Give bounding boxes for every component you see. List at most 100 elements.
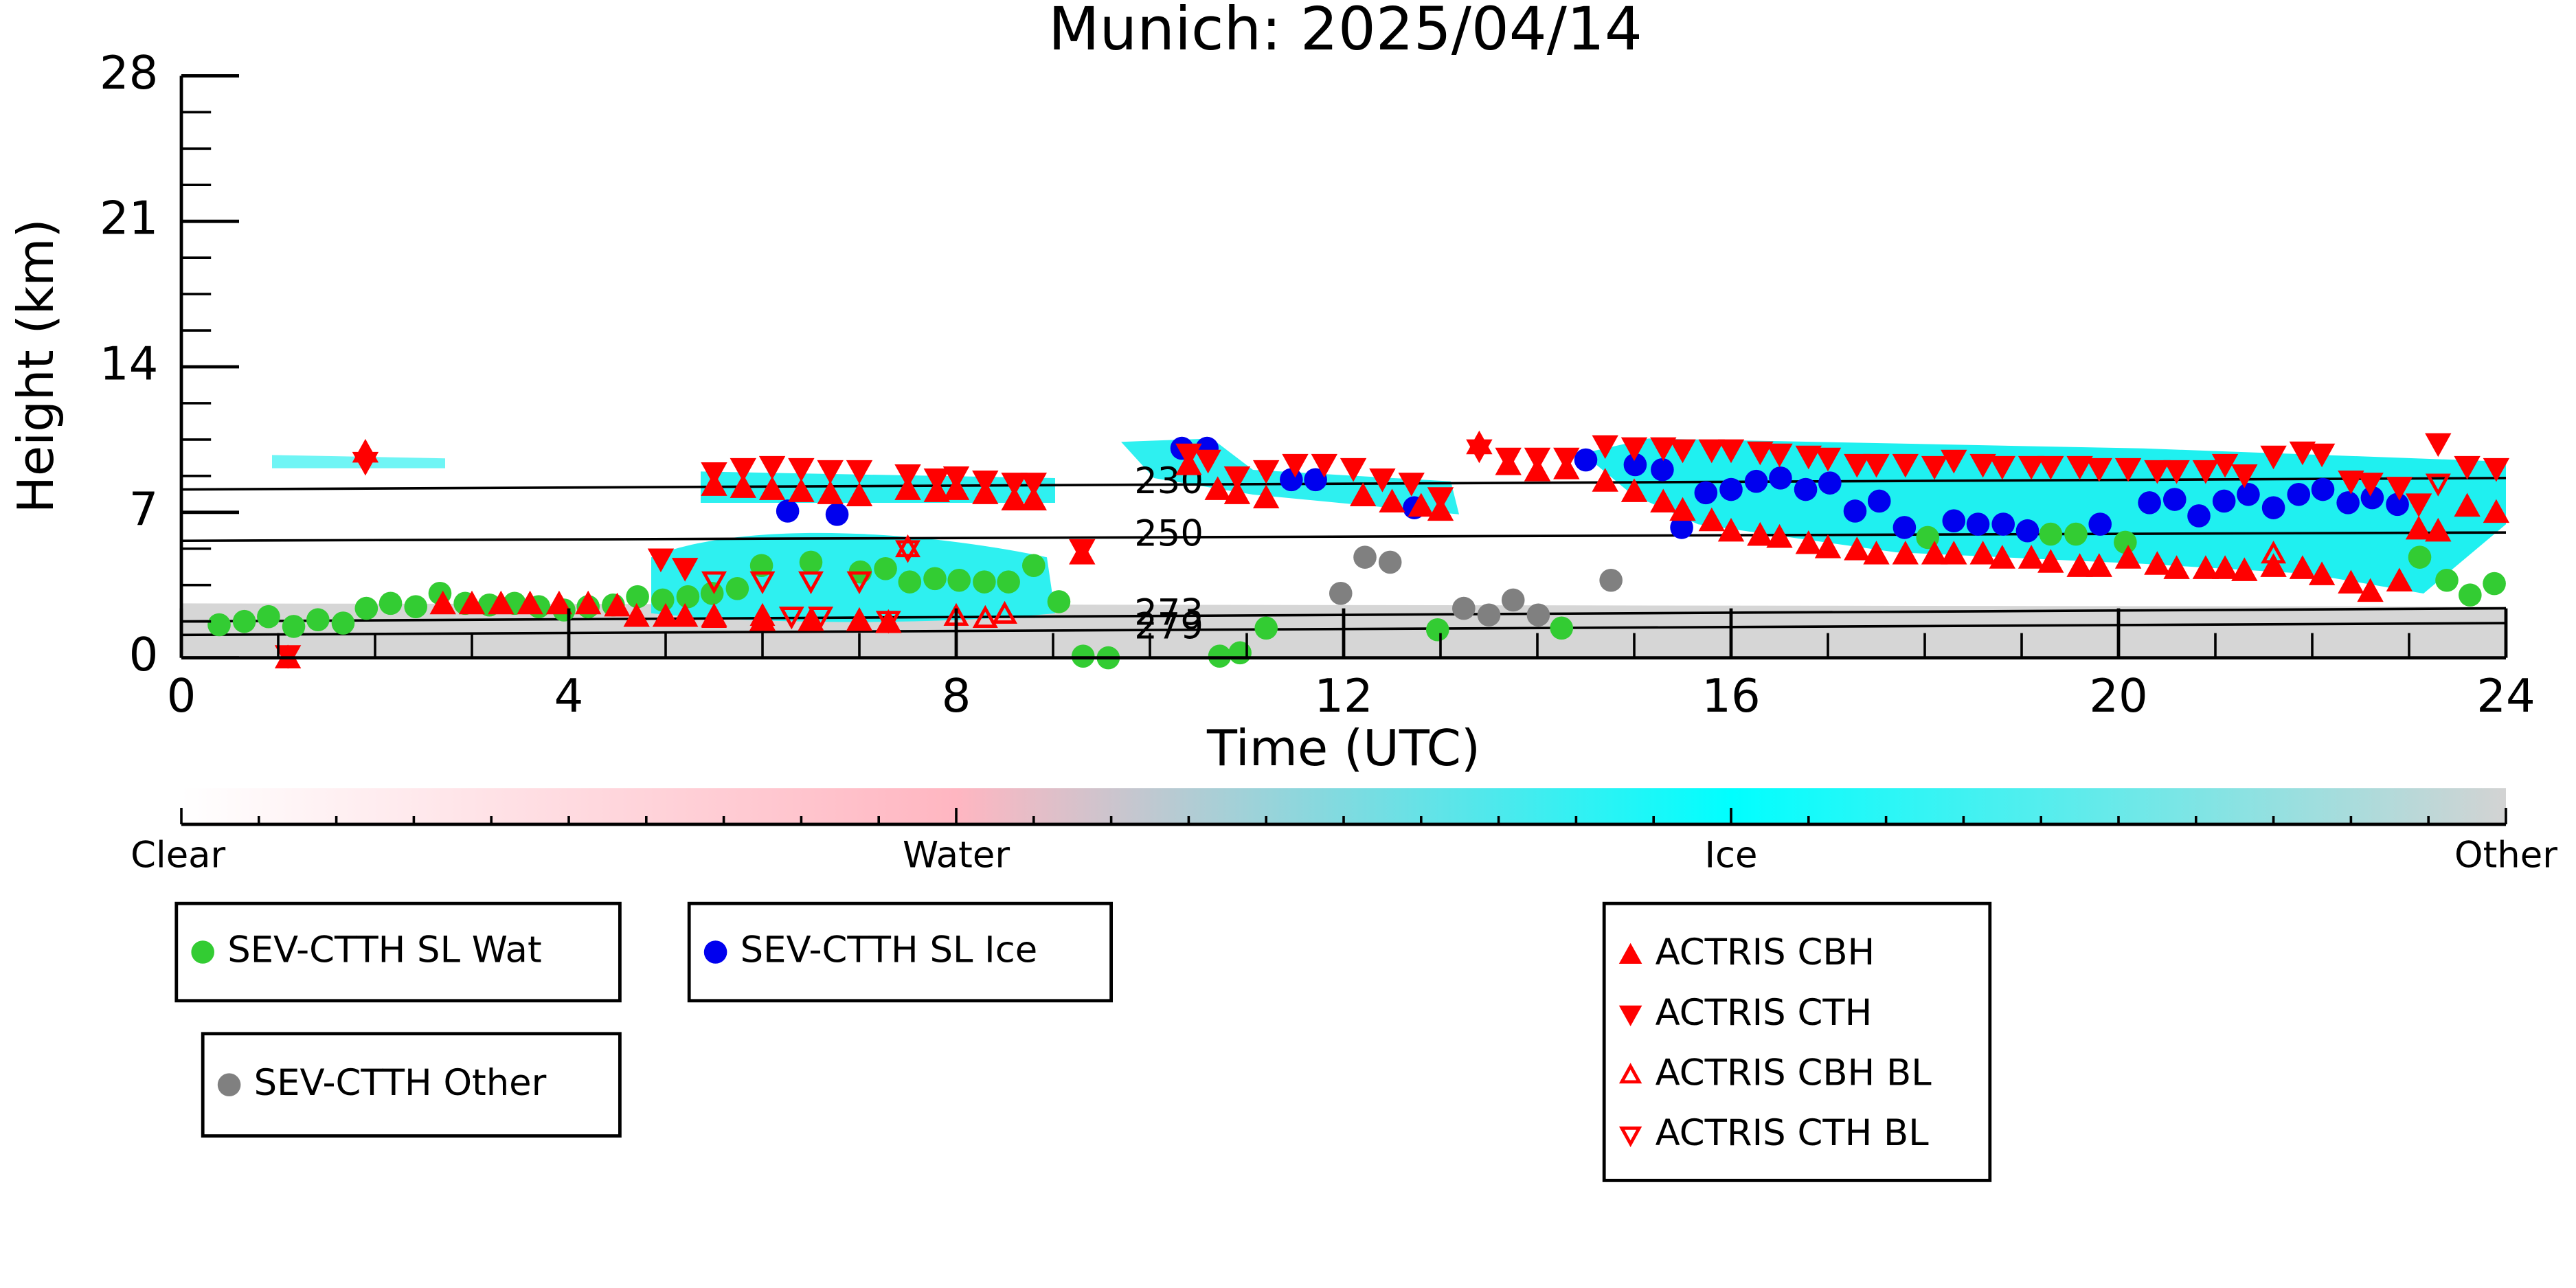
point (1863, 453, 1890, 478)
point (2360, 486, 2384, 510)
legend-label: SEV-CTTH SL Ice (741, 929, 1038, 971)
point (1526, 603, 1550, 627)
isotherm (181, 477, 2507, 491)
point (1744, 469, 1768, 493)
point (676, 585, 700, 609)
colorbar-label: Other (2454, 835, 2557, 877)
legend-label: ACTRIS CBH (1656, 931, 1875, 973)
point (749, 571, 776, 594)
point (1477, 603, 1501, 627)
x-tick-label: 8 (942, 669, 971, 723)
point (2231, 464, 2258, 488)
point (1969, 453, 1996, 478)
point (2386, 493, 2409, 517)
point (2163, 460, 2190, 484)
point (1253, 460, 1280, 484)
point (997, 570, 1020, 594)
point (2338, 471, 2364, 495)
point (1892, 541, 1919, 565)
y-tick-label: 21 (100, 192, 159, 245)
point (429, 590, 456, 615)
point (1867, 489, 1891, 513)
point (798, 571, 824, 594)
point (898, 570, 922, 594)
point (2336, 491, 2360, 515)
point (1253, 484, 1280, 508)
point (1304, 468, 1327, 492)
legend-marker (1618, 942, 1642, 964)
chart-title: Munich: 2025/04/14 (1048, 0, 1642, 64)
point (1766, 523, 1793, 548)
point (1893, 516, 1917, 539)
point (1020, 473, 1047, 497)
point (776, 499, 800, 523)
point (2114, 530, 2137, 554)
point (758, 455, 786, 480)
point (2064, 522, 2088, 546)
point (2483, 499, 2510, 523)
point (749, 602, 776, 626)
point (2192, 555, 2219, 579)
point (404, 595, 428, 618)
point (2066, 553, 2093, 577)
point (2018, 455, 2045, 480)
legend-box (687, 901, 1113, 1003)
point (1001, 473, 1028, 497)
point (1941, 541, 1967, 565)
point (730, 474, 756, 498)
point (1071, 644, 1095, 668)
point (1650, 437, 1677, 462)
point (874, 556, 897, 580)
point (488, 590, 515, 615)
legend-marker (1618, 1126, 1642, 1147)
point (672, 602, 699, 627)
point (972, 605, 998, 629)
point (1353, 545, 1377, 569)
point (1022, 554, 1046, 578)
point (207, 613, 231, 637)
point (1350, 482, 1377, 506)
point (2308, 561, 2336, 585)
point (1553, 447, 1580, 472)
legend-marker (1618, 1005, 1642, 1026)
point (257, 605, 280, 629)
point (875, 611, 901, 634)
legend-box (1602, 901, 1992, 1182)
x-tick-label: 16 (1702, 669, 1761, 723)
point (458, 590, 486, 615)
point (517, 590, 543, 615)
point (2192, 460, 2219, 484)
point (2211, 555, 2239, 579)
point (1969, 541, 1996, 565)
y-tick-label: 7 (129, 482, 159, 536)
colorbar-label: Clear (131, 835, 225, 877)
point (1698, 507, 1725, 532)
x-tick-label: 12 (1314, 669, 1373, 723)
point (1020, 486, 1047, 511)
point (730, 457, 756, 482)
point (778, 607, 804, 630)
point (1717, 439, 1745, 464)
isotherm-label: 279 (1134, 606, 1204, 648)
point (788, 478, 815, 502)
point (2144, 551, 2171, 575)
point (1379, 488, 1405, 513)
point (788, 457, 815, 482)
y-tick-label: 28 (100, 46, 159, 100)
point (798, 607, 824, 631)
legend-label: SEV-CTTH Other (254, 1062, 547, 1104)
isotherm-label: 250 (1134, 513, 1204, 555)
point (623, 602, 650, 627)
point (2289, 555, 2316, 579)
point (2039, 522, 2063, 546)
y-tick-label: 0 (129, 628, 159, 681)
x-tick-label: 20 (2089, 669, 2148, 723)
y-tick-label: 14 (100, 337, 159, 391)
point (647, 548, 675, 573)
point (923, 468, 950, 493)
point (545, 590, 573, 615)
point (2405, 515, 2432, 540)
point (2144, 460, 2171, 484)
